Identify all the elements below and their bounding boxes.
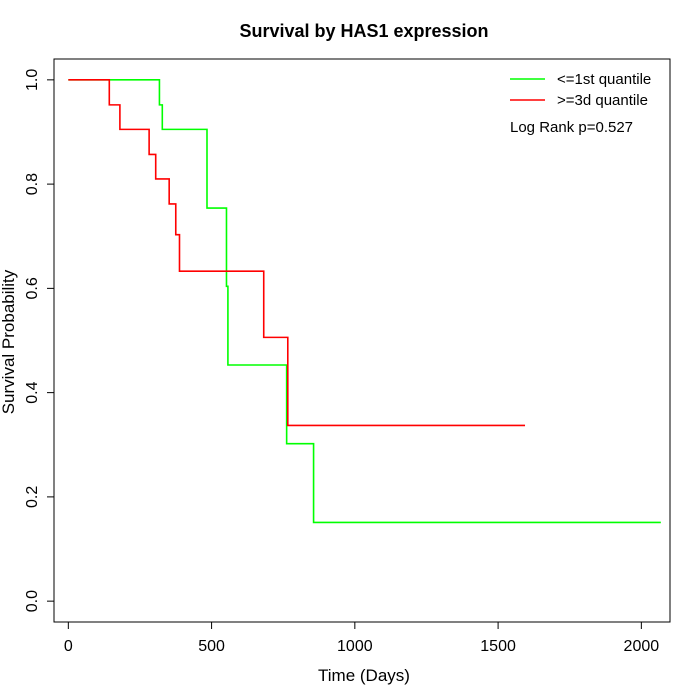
y-axis-label: Survival Probability — [0, 269, 18, 414]
series-layer — [68, 79, 661, 524]
x-tick-label: 2000 — [624, 638, 660, 655]
y-tick-label: 0.2 — [24, 486, 41, 508]
x-tick-label: 1500 — [480, 638, 516, 655]
y-tick-label: 1.0 — [24, 69, 41, 91]
x-axis: 0 500 1000 1500 2000 — [64, 621, 660, 655]
plot-frame — [53, 58, 671, 623]
y-tick-label: 0.8 — [24, 173, 41, 195]
y-tick-label: 0.6 — [24, 277, 41, 299]
legend-label-low: <=1st quantile — [557, 71, 651, 88]
x-tick-label: 1000 — [337, 638, 373, 655]
series-high-quantile-curve — [68, 79, 526, 427]
legend-label-high: >=3d quantile — [557, 92, 648, 109]
y-tick-label: 0.0 — [24, 590, 41, 612]
y-axis: 0.0 0.2 0.4 0.6 0.8 1.0 — [24, 69, 55, 612]
x-tick-label: 500 — [198, 638, 225, 655]
log-rank-annotation: Log Rank p=0.527 — [510, 119, 633, 136]
x-tick-label: 0 — [64, 638, 73, 655]
legend: <=1st quantile >=3d quantile — [510, 71, 651, 109]
y-tick-label: 0.4 — [24, 381, 41, 403]
x-axis-label: Time (Days) — [318, 666, 410, 685]
series-low-quantile-curve — [68, 79, 661, 524]
chart-title: Survival by HAS1 expression — [239, 21, 488, 41]
